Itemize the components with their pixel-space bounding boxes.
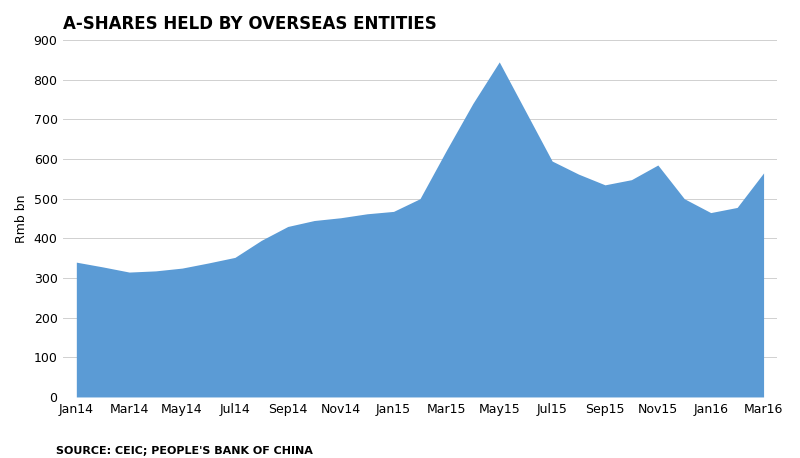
Text: SOURCE: CEIC; PEOPLE'S BANK OF CHINA: SOURCE: CEIC; PEOPLE'S BANK OF CHINA — [56, 446, 313, 456]
Text: A-SHARES HELD BY OVERSEAS ENTITIES: A-SHARES HELD BY OVERSEAS ENTITIES — [63, 15, 437, 33]
Y-axis label: Rmb bn: Rmb bn — [15, 194, 28, 243]
